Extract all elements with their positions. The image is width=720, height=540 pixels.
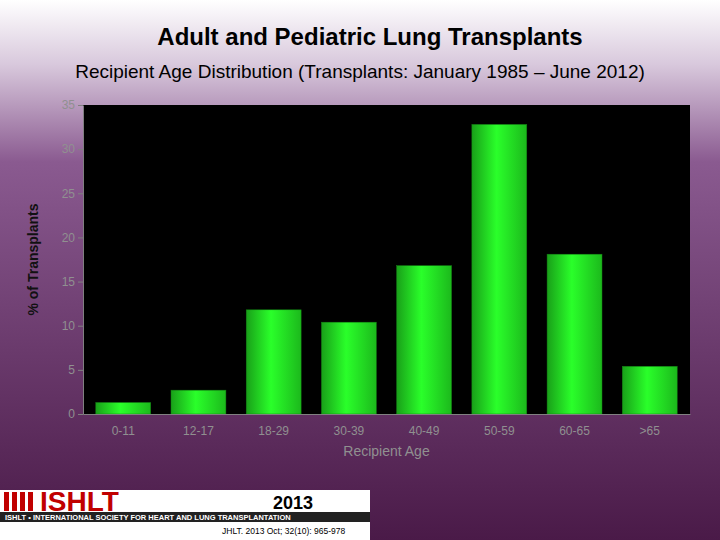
y-tick: 35 [62,98,83,112]
y-tick-label: 10 [62,319,76,333]
x-tick-label: 50-59 [484,424,515,438]
y-tick: 20 [62,231,83,245]
y-tick-label: 0 [68,407,75,421]
x-tick: 12-17 [183,424,214,438]
y-tick-mark [78,105,83,106]
y-axis: 0 5 10 15 20 25 30 35 [62,98,84,421]
x-tick: 40-49 [409,424,440,438]
x-tick-label: 60-65 [559,424,590,438]
background [0,0,720,540]
chart: Adult and Pediatric Lung Transplants Reci… [0,0,720,540]
bar [171,390,226,414]
logo-band-text: ISHLT • INTERNATIONAL SOCIETY FOR HEART … [5,513,291,522]
y-tick: 15 [62,275,83,289]
y-tick-mark [78,282,83,283]
x-tick: 30-39 [334,424,365,438]
logo-stripe [4,492,9,511]
plot-area [83,105,690,414]
y-axis-line [83,106,84,415]
y-tick-mark [78,237,83,238]
footer-logo: ISHLT2013ISHLT • INTERNATIONAL SOCIETY F… [0,486,370,540]
x-tick-label: >65 [640,424,661,438]
y-tick-label: 30 [62,142,76,156]
y-tick-label: 25 [62,187,76,201]
y-tick-label: 35 [62,98,76,112]
x-tick: 0-11 [112,424,135,438]
y-tick-label: 5 [68,363,75,377]
x-axis-title: Recipient Age [343,443,430,459]
bars [96,124,677,414]
x-axis: 0-11 12-17 18-29 30-39 40-49 50-59 60-65 >65 [84,415,691,438]
y-tick-mark [78,326,83,327]
x-axis-line [84,414,691,415]
title: Adult and Pediatric Lung Transplants [157,23,582,50]
bar [246,310,301,414]
y-tick: 25 [62,187,83,201]
logo-band [0,512,370,522]
bar [472,124,527,414]
y-tick-label: 15 [62,275,76,289]
subtitle: Recipient Age Distribution (Transplants:… [75,61,645,82]
y-tick-mark [78,414,83,415]
y-tick-mark [78,149,83,150]
y-axis-title: % of Transplants [25,203,41,315]
citation: JHLT. 2013 Oct; 32(10): 965-978 [222,526,345,536]
y-tick-label: 20 [62,231,76,245]
y-tick: 10 [62,319,83,333]
bar [622,366,677,414]
x-tick: >65 [640,424,661,438]
y-tick-mark [78,193,83,194]
logo-year: 2013 [273,493,313,513]
y-tick-mark [78,370,83,371]
y-tick: 0 [68,407,83,421]
logo-stripe [28,492,33,511]
x-tick: 18-29 [258,424,289,438]
x-tick-label: 18-29 [258,424,289,438]
x-tick-label: 40-49 [409,424,440,438]
bar [321,322,376,414]
logo-stripe [12,492,17,511]
x-tick: 50-59 [484,424,515,438]
bar [96,403,151,414]
logo-stripe [20,492,25,511]
x-tick-label: 0-11 [112,424,135,438]
bar [547,254,602,414]
bar [397,266,452,414]
y-tick: 30 [62,142,83,156]
y-tick: 5 [68,363,83,377]
x-tick-label: 12-17 [183,424,214,438]
x-tick: 60-65 [559,424,590,438]
x-tick-label: 30-39 [334,424,365,438]
